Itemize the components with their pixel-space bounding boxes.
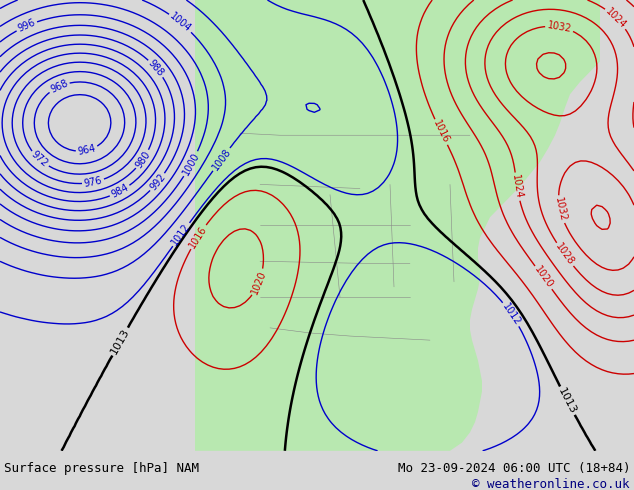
Polygon shape [195,0,480,390]
Text: 964: 964 [77,144,97,157]
Text: 1020: 1020 [250,269,268,295]
Text: 996: 996 [16,18,37,34]
Text: 1032: 1032 [547,20,573,34]
Text: 984: 984 [110,182,131,200]
Text: 1016: 1016 [431,119,451,145]
Text: 1024: 1024 [510,174,524,199]
Text: 1020: 1020 [532,265,555,291]
Text: Surface pressure [hPa] NAM: Surface pressure [hPa] NAM [4,462,199,475]
Text: 1013: 1013 [557,386,578,416]
Text: 968: 968 [49,78,70,95]
Text: 1024: 1024 [604,6,628,30]
Text: 1000: 1000 [181,151,202,177]
Text: 1012: 1012 [170,221,192,247]
Text: 1008: 1008 [210,147,233,172]
Text: 1012: 1012 [500,301,522,327]
Text: 980: 980 [134,149,152,170]
Text: 1016: 1016 [187,224,209,250]
Text: 972: 972 [29,149,50,170]
Text: 1004: 1004 [168,11,193,34]
Text: 992: 992 [148,172,167,193]
Text: Mo 23-09-2024 06:00 UTC (18+84): Mo 23-09-2024 06:00 UTC (18+84) [398,462,630,475]
Text: 1032: 1032 [553,196,567,222]
Text: 1013: 1013 [109,327,131,356]
Text: 976: 976 [83,175,103,189]
Text: © weatheronline.co.uk: © weatheronline.co.uk [472,478,630,490]
Text: 988: 988 [146,58,166,78]
Polygon shape [195,0,600,451]
Text: 1028: 1028 [553,242,576,268]
